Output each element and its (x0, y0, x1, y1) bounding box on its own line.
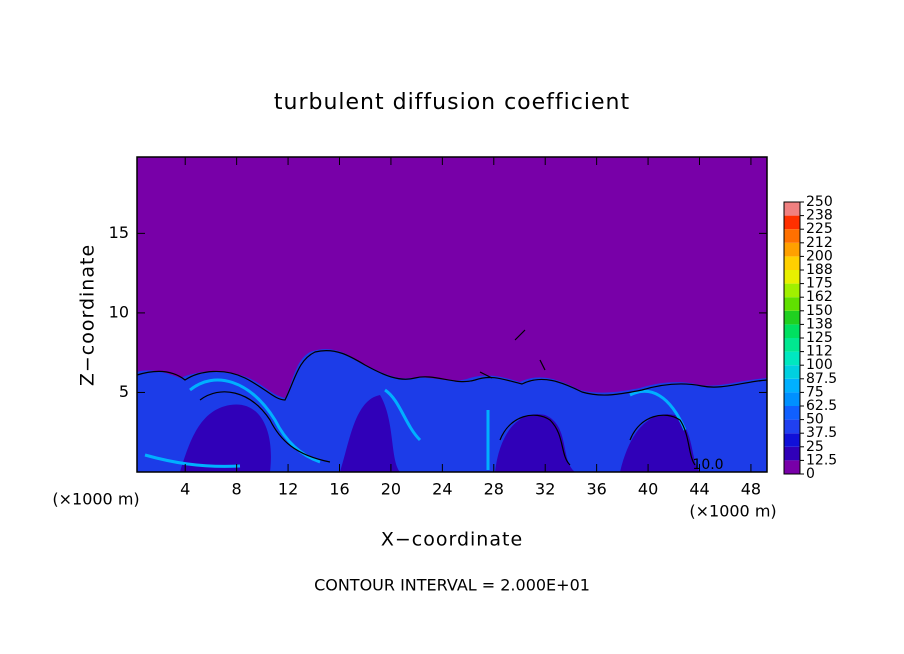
colorbar-segment (784, 229, 800, 243)
colorbar-label: 138 (806, 316, 833, 332)
plot-frame (136, 156, 768, 473)
colorbar-segment (784, 392, 800, 406)
colorbar-segment (784, 460, 800, 474)
x-tick-label: 48 (741, 480, 761, 499)
y-tick-label: 5 (119, 382, 129, 401)
colorbar-segment (784, 256, 800, 270)
colorbar-label: 125 (806, 330, 833, 346)
x-tick-label: 16 (329, 480, 349, 499)
x-tick-label: 20 (381, 480, 401, 499)
colorbar-segment (784, 378, 800, 393)
colorbar-segment (784, 338, 800, 352)
colorbar-segment (784, 215, 800, 230)
footnote: CONTOUR INTERVAL = 2.000E+01 (314, 576, 590, 595)
contour-line (136, 329, 768, 466)
colorbar-label: 100 (806, 357, 833, 373)
y-axis-title: Z−coordinate (77, 244, 99, 386)
x-tick-label: 12 (278, 480, 298, 499)
colorbar-segment (784, 406, 800, 420)
y-unit: (×1000 m) (52, 490, 139, 509)
colorbar-label: 50 (806, 412, 824, 428)
colorbar-label: 12.5 (806, 452, 837, 468)
y-tick-label: 15 (109, 223, 129, 242)
x-tick-label: 44 (689, 480, 709, 499)
colorbar-segment (784, 324, 800, 338)
colorbar-label: 37.5 (806, 425, 837, 441)
colorbar-label: 87.5 (806, 371, 837, 387)
colorbar-segment (784, 365, 800, 379)
colorbar-label: 150 (806, 303, 833, 319)
colorbar-label: 112 (806, 344, 833, 360)
x-tick-label: 40 (638, 480, 658, 499)
colorbar-label: 175 (806, 276, 833, 292)
colorbar-segment (784, 297, 800, 311)
x-tick-label: 4 (180, 480, 190, 499)
x-axis-title: X−coordinate (381, 529, 523, 551)
colorbar-segment (784, 433, 800, 447)
field-region (137, 349, 767, 472)
colorbar-label: 188 (806, 262, 833, 278)
colorbar-label: 25 (806, 439, 824, 455)
colorbar-label: 200 (806, 248, 833, 264)
colorbar-segment (784, 351, 800, 366)
contour-label: 10.0 (692, 457, 723, 473)
colorbar-label: 250 (806, 194, 833, 210)
colorbar-segment (784, 446, 800, 461)
colorbar-label: 238 (806, 208, 833, 224)
colorbar-segment (784, 242, 800, 257)
x-tick-label: 8 (232, 480, 242, 499)
colorbar-segment (784, 419, 800, 434)
field: 10.0 (136, 157, 768, 473)
chart-title: turbulent diffusion coefficient (274, 90, 630, 115)
colorbar-label: 75 (806, 384, 824, 400)
y-tick-label: 10 (109, 302, 129, 321)
x-tick-label: 32 (535, 480, 555, 499)
colorbar-segment (784, 270, 800, 284)
colorbar-label: 62.5 (806, 398, 837, 414)
colorbar-segment (784, 310, 800, 325)
colorbar-segment (784, 202, 800, 216)
x-unit: (×1000 m) (689, 502, 776, 521)
x-tick-label: 28 (484, 480, 504, 499)
colorbar-label: 212 (806, 235, 833, 251)
colorbar-label: 225 (806, 221, 833, 237)
colorbar-segment (784, 283, 800, 298)
x-tick-label: 36 (586, 480, 606, 499)
colorbar-label: 162 (806, 289, 833, 305)
colorbar-label: 0 (806, 466, 815, 482)
x-tick-label: 24 (432, 480, 452, 499)
